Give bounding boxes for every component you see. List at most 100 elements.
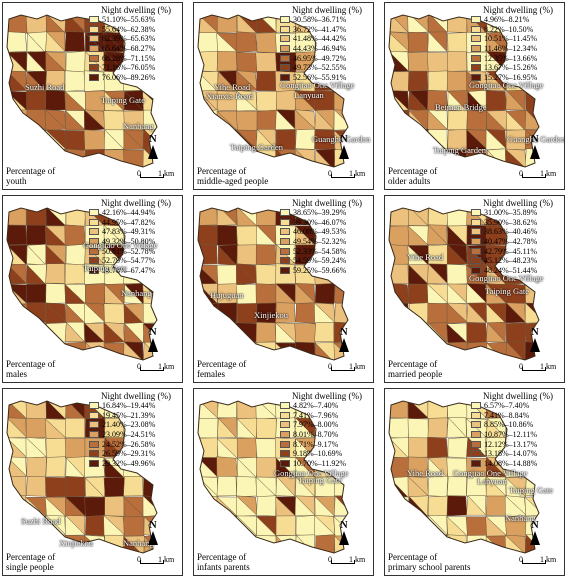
- district-cell: [7, 70, 28, 92]
- scale-zero-label: 0: [519, 555, 523, 564]
- place-label: Gongjiao One Village: [469, 273, 544, 283]
- district-cell: [466, 109, 487, 131]
- district-cell: [7, 476, 27, 497]
- district-cell: [217, 417, 237, 439]
- district-cell: [236, 476, 257, 497]
- legend-label: 54.78%–67.47%: [102, 265, 156, 275]
- legend-label: 46.08%–49.53%: [293, 227, 347, 237]
- legend-item: 9.18%–10.69%: [280, 449, 373, 459]
- north-label: N: [531, 520, 539, 531]
- legend-label: 29.32%–49.96%: [102, 458, 156, 468]
- legend: Night dwelling (%) 4.82%–7.40% 7.41%–7.96%…: [280, 391, 373, 469]
- legend-label: 62.39%–65.63%: [102, 34, 156, 44]
- legend-item: 12.35%–13.66%: [471, 53, 564, 63]
- north-arrow-icon: N: [528, 134, 542, 159]
- district-cell: [216, 15, 238, 33]
- district-cell: [407, 52, 429, 73]
- panel-caption: Percentage of older adults: [388, 166, 538, 186]
- legend-item: 68.28%–71.15%: [89, 53, 182, 63]
- panel-caption: Percentage of infants parents: [197, 552, 347, 572]
- north-arrow-icon: N: [337, 134, 351, 159]
- map-panel: Night dwelling (%) 4.96%–8.21% 8.22%–10.50…: [384, 2, 565, 190]
- place-label: Nanhang: [121, 288, 152, 298]
- legend-swatch: [280, 440, 290, 448]
- panel-caption: Percentage of primary school parents: [388, 552, 538, 572]
- legend: Night dwelling (%) 16.84%–19.44% 19.45%–21…: [89, 391, 182, 468]
- legend-label: 50.81%–52.78%: [102, 246, 156, 256]
- north-arrow-icon: N: [146, 520, 160, 545]
- legend-label: 52.79%–54.77%: [102, 256, 156, 266]
- district-cell: [45, 31, 66, 52]
- legend-swatch: [89, 228, 99, 236]
- legend-item: 46.95%–49.72%: [280, 53, 373, 63]
- scale-unit-label: 1 km: [540, 555, 557, 564]
- district-cell: [295, 302, 316, 324]
- district-cell: [236, 225, 258, 246]
- legend-item: 10.70%–11.92%: [280, 459, 373, 469]
- district-cell: [428, 208, 449, 227]
- legend-label: 49.73%–52.55%: [293, 63, 347, 73]
- legend-swatch: [471, 257, 481, 265]
- district-cell: [389, 109, 410, 132]
- choropleth-map: [6, 400, 158, 554]
- district-cell: [26, 129, 48, 151]
- caption-line: Percentage of: [388, 552, 438, 562]
- district-cell: [103, 321, 125, 344]
- legend-label: 38.65%–39.29%: [293, 208, 347, 218]
- district-cell: [255, 52, 278, 73]
- arrow-up-icon: [339, 338, 349, 352]
- legend-item: 52.33%–54.58%: [280, 246, 373, 256]
- place-label: Taiping Garden: [433, 145, 486, 155]
- legend-item: 50.81%–52.78%: [89, 246, 182, 256]
- district-cell: [7, 263, 28, 285]
- district-cell: [103, 477, 126, 498]
- legend-label: 16.84%–19.44%: [102, 401, 156, 411]
- district-cell: [427, 302, 448, 324]
- legend-item: 15.27%–16.95%: [471, 73, 564, 83]
- north-label: N: [531, 134, 539, 145]
- district-cell: [217, 302, 238, 324]
- district-cell: [123, 516, 145, 537]
- legend-item: 62.39%–65.63%: [89, 34, 182, 44]
- legend-label: 45.12%–48.23%: [484, 256, 538, 266]
- legend-label: 10.87%–12.11%: [484, 430, 538, 440]
- district-cell: [294, 323, 316, 344]
- district-cell: [84, 496, 106, 518]
- legend-swatch: [280, 45, 290, 53]
- district-cell: [83, 129, 106, 151]
- legend-label: 31.00%–35.89%: [484, 208, 538, 218]
- scale-bar-line: [140, 560, 164, 564]
- legend-label: 10.51%–11.45%: [484, 34, 538, 44]
- legend-label: 52.56%–55.91%: [293, 72, 347, 82]
- district-cell: [198, 417, 219, 439]
- legend-item: 54.78%–67.47%: [89, 265, 182, 276]
- place-label: Suzhi Road: [21, 516, 61, 526]
- legend-swatch: [471, 218, 481, 226]
- legend-swatch: [471, 228, 481, 236]
- district-cell: [255, 264, 277, 285]
- north-arrow-icon: N: [146, 134, 160, 159]
- north-label: N: [149, 327, 157, 338]
- legend-swatch: [89, 64, 99, 72]
- legend-label: 44.95%–47.82%: [102, 217, 156, 227]
- legend-swatch: [89, 411, 99, 419]
- legend-item: 42.16%–44.94%: [89, 208, 182, 218]
- district-cell: [407, 515, 429, 537]
- district-cell: [447, 437, 469, 459]
- district-cell: [104, 495, 125, 517]
- legend-item: 30.58%–36.71%: [280, 15, 373, 25]
- district-cell: [428, 495, 449, 517]
- legend-label: 49.32%–50.80%: [102, 237, 156, 247]
- legend-item: 13.67%–15.26%: [471, 63, 564, 73]
- district-cell: [142, 302, 157, 324]
- legend-label: 21.40%–23.08%: [102, 420, 156, 430]
- legend-title: Night dwelling (%): [292, 391, 362, 401]
- district-cell: [198, 32, 219, 53]
- legend: Night dwelling (%) 6.57%–7.40% 7.41%–8.84%…: [471, 391, 564, 468]
- choropleth-map: [388, 14, 540, 168]
- scale-bar-line: [522, 174, 546, 178]
- district-cell: [216, 264, 239, 285]
- study-area-boundary: [6, 207, 158, 361]
- district-cell: [256, 457, 277, 478]
- district-cell: [446, 401, 469, 420]
